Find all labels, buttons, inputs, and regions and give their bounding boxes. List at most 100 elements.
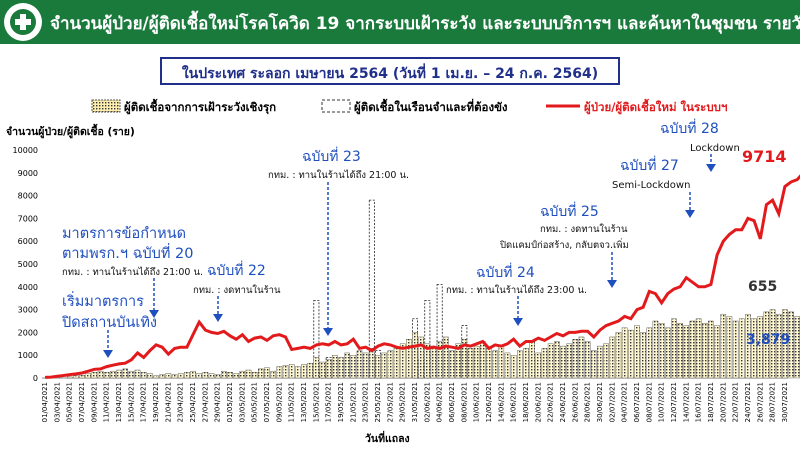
header-bar: จำนวนผู้ป่วย/ผู้ติดเชื้อใหม่โรคโควิด 19 … xyxy=(0,0,800,44)
y-tick-label: 0 xyxy=(33,374,38,383)
new-cases-line xyxy=(45,174,800,379)
label-line-last: 9714 xyxy=(742,147,787,166)
active-bar xyxy=(319,361,326,379)
active-bar xyxy=(147,373,153,379)
active-bar xyxy=(85,373,92,379)
annot-no27: ฉบับที่ 27 xyxy=(620,156,679,174)
active-bar xyxy=(763,311,770,379)
active-bar xyxy=(325,359,332,379)
x-tick-label: 30/06/2021 xyxy=(596,382,604,422)
label-active-last: 3,879 xyxy=(746,332,790,348)
active-bar xyxy=(492,350,498,379)
active-bar xyxy=(313,357,320,379)
active-bar xyxy=(535,352,542,379)
x-tick-label: 04/06/2021 xyxy=(436,382,444,422)
active-bar xyxy=(239,370,246,379)
annot-start-1: เริ่มมาตรการ xyxy=(62,291,144,310)
active-bar xyxy=(381,352,387,379)
active-bar xyxy=(720,313,727,379)
x-tick-label: 04/07/2021 xyxy=(621,382,629,422)
annot-arrowhead-28 xyxy=(706,164,716,172)
x-tick-label: 12/06/2021 xyxy=(485,382,493,422)
x-tick-label: 16/07/2021 xyxy=(695,382,703,422)
active-bar xyxy=(498,345,505,379)
active-bar xyxy=(504,352,511,379)
active-bar xyxy=(652,320,659,379)
y-tick-label: 8000 xyxy=(18,192,38,201)
active-bar xyxy=(73,375,79,379)
active-bar xyxy=(615,332,622,379)
active-bar xyxy=(430,345,437,379)
annot-arrowhead-start xyxy=(103,350,113,358)
active-bar xyxy=(140,372,147,379)
active-bar xyxy=(751,318,757,379)
x-tick-label: 06/06/2021 xyxy=(448,382,456,422)
active-bar xyxy=(769,309,776,379)
x-tick-label: 17/05/2021 xyxy=(325,382,333,422)
y-axis-label: จำนวนผู้ป่วย/ผู้ติดเชื้อ (ราย) xyxy=(6,123,135,139)
x-tick-label: 10/06/2021 xyxy=(473,382,481,422)
annot-bkk-23: กทม. : ทานในร้านได้ถึง 21:00 น. xyxy=(268,169,409,181)
x-tick-label: 02/06/2021 xyxy=(423,382,431,422)
active-bar xyxy=(202,372,209,379)
annot-bkk-24: กทม. : ทานในร้านได้ถึง 23:00 น. xyxy=(446,284,587,296)
active-bar xyxy=(467,348,474,379)
active-bar xyxy=(288,364,295,379)
active-bar xyxy=(97,370,104,379)
annot-bkk-25b: ปิดแคมป์ก่อสร้าง, กลับตจว.เพิ่ม xyxy=(499,238,629,251)
x-tick-label: 07/04/2021 xyxy=(78,382,86,422)
active-bar xyxy=(671,318,677,379)
x-tick-label: 23/04/2021 xyxy=(177,382,185,422)
x-tick-label: 01/05/2021 xyxy=(226,382,234,422)
annot-no25: ฉบับที่ 25 xyxy=(540,202,599,220)
x-tick-label: 20/07/2021 xyxy=(719,382,727,422)
active-bar xyxy=(443,336,449,379)
x-tick-label: 28/06/2021 xyxy=(584,382,592,422)
x-tick-label: 09/04/2021 xyxy=(90,382,98,422)
x-tick-label: 05/05/2021 xyxy=(251,382,259,422)
annot-no24: ฉบับที่ 24 xyxy=(476,263,535,281)
annot-semi: Semi-Lockdown xyxy=(612,180,690,191)
annot-arrowhead-25 xyxy=(607,280,617,288)
active-bar xyxy=(634,325,640,379)
active-bar xyxy=(714,325,720,379)
active-bar xyxy=(591,350,597,379)
active-bar xyxy=(609,336,616,379)
active-bar xyxy=(412,332,418,379)
active-bar xyxy=(566,343,572,379)
active-bar xyxy=(184,372,190,379)
x-tick-label: 15/05/2021 xyxy=(312,382,320,422)
active-bar xyxy=(794,316,800,379)
x-tick-label: 25/04/2021 xyxy=(189,382,197,422)
x-tick-label: 28/07/2021 xyxy=(769,382,777,422)
active-bar xyxy=(165,373,172,379)
x-tick-label: 09/05/2021 xyxy=(275,382,283,422)
active-bar xyxy=(153,375,159,379)
active-bar xyxy=(486,348,492,379)
x-tick-label: 08/06/2021 xyxy=(460,382,468,422)
active-bar xyxy=(258,368,264,379)
legend: ผู้ติดเชื้อจากการเฝ้าระวังเชิงรุก ผู้ติด… xyxy=(91,98,727,115)
y-tick-label: 9000 xyxy=(18,169,38,178)
annot-no22: ฉบับที่ 22 xyxy=(207,261,266,279)
x-tick-label: 16/06/2021 xyxy=(510,382,518,422)
y-tick-label: 4000 xyxy=(18,283,38,292)
active-bar xyxy=(91,372,98,379)
active-bar xyxy=(295,366,301,379)
y-tick-label: 2000 xyxy=(18,328,38,337)
active-bar xyxy=(375,355,381,379)
x-tick-label: 29/05/2021 xyxy=(399,382,407,422)
active-bar xyxy=(177,373,184,379)
active-bar xyxy=(782,309,788,379)
active-bars xyxy=(66,309,800,379)
y-tick-label: 10000 xyxy=(13,146,38,155)
annot-arrowhead-27 xyxy=(685,210,695,218)
active-bar xyxy=(701,323,708,379)
x-tick-label: 27/05/2021 xyxy=(386,382,394,422)
active-bar xyxy=(554,341,560,379)
active-bar xyxy=(332,355,338,379)
x-tick-label: 24/06/2021 xyxy=(559,382,567,422)
active-bar xyxy=(455,343,461,379)
x-tick-label: 11/04/2021 xyxy=(103,382,111,422)
active-bar xyxy=(251,372,258,379)
